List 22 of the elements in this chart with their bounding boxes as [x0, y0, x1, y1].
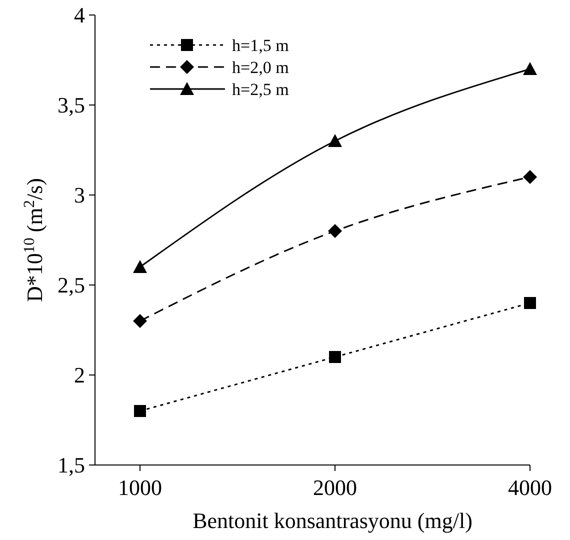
x-axis-title: Bentonit konsantrasyonu (mg/l) [192, 508, 472, 533]
point [524, 297, 536, 309]
point [523, 170, 537, 184]
point [328, 224, 342, 238]
point [134, 405, 146, 417]
legend-label: h=2,5 m [232, 80, 289, 99]
y-tick-label: 4 [74, 2, 85, 28]
legend-label: h=2,0 m [232, 58, 289, 77]
point [133, 314, 147, 328]
y-tick-label: 3,5 [58, 92, 85, 118]
y-tick-label: 1,5 [58, 452, 85, 478]
x-tick-label: 2000 [313, 475, 357, 500]
x-tick-label: 1000 [118, 475, 162, 500]
y-tick-label: 3 [74, 182, 85, 208]
point [133, 260, 147, 273]
x-tick-label: 4000 [508, 475, 552, 500]
point [328, 134, 342, 147]
point [523, 62, 537, 75]
legend-label: h=1,5 m [232, 36, 289, 55]
y-tick-label: 2,5 [58, 272, 85, 298]
point [329, 351, 341, 363]
y-tick-label: 2 [74, 362, 85, 388]
